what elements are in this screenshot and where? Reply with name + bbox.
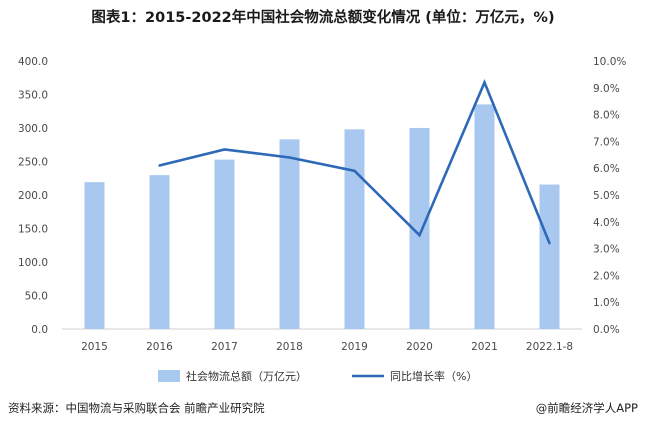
- right-tick-label: 7.0%: [593, 136, 620, 148]
- right-tick-label: 10.0%: [593, 56, 626, 68]
- x-axis: 2015 2016 2017 2018 2019 2020 2021 2022.1-8: [81, 341, 573, 353]
- bar: [409, 127, 430, 329]
- left-axis: 0.0 50.0 100.0 150.0 200.0 250.0 300.0 350.0 400…: [18, 56, 48, 336]
- legend-label-line: 同比增长率（%）: [390, 369, 477, 383]
- left-tick-label: 150.0: [18, 224, 48, 236]
- x-tick-label: 2016: [146, 341, 173, 353]
- bar: [539, 184, 560, 329]
- bar: [474, 104, 495, 329]
- x-tick-label: 2020: [406, 341, 433, 353]
- line-point: [483, 81, 486, 84]
- legend: 社会物流总额（万亿元） 同比增长率（%）: [158, 369, 477, 383]
- right-tick-label: 4.0%: [593, 217, 620, 229]
- left-tick-label: 400.0: [18, 56, 48, 68]
- bar: [214, 159, 235, 329]
- legend-label-bar: 社会物流总额（万亿元）: [186, 369, 307, 383]
- line-point: [158, 164, 161, 167]
- right-tick-label: 0.0%: [593, 324, 620, 336]
- left-tick-label: 250.0: [18, 157, 48, 169]
- x-tick-label: 2015: [81, 341, 108, 353]
- line-series: [158, 79, 551, 245]
- left-tick-label: 100.0: [18, 257, 48, 269]
- x-tick-label: 2018: [276, 341, 303, 353]
- line-point: [353, 169, 356, 173]
- right-tick-label: 2.0%: [593, 270, 620, 282]
- chart-title: 图表1：2015-2022年中国社会物流总额变化情况 (单位：万亿元，%): [91, 10, 555, 26]
- x-tick-label: 2022.1-8: [526, 341, 573, 353]
- left-tick-label: 0.0: [31, 324, 48, 336]
- bar: [344, 129, 365, 329]
- line-point: [223, 148, 226, 151]
- left-tick-label: 200.0: [18, 190, 48, 202]
- left-tick-label: 350.0: [18, 90, 48, 102]
- left-tick-label: 50.0: [25, 291, 48, 303]
- line-point: [418, 234, 421, 237]
- bar-series: [84, 104, 560, 329]
- line-point: [288, 156, 291, 159]
- right-tick-label: 8.0%: [593, 110, 620, 122]
- x-tick-label: 2021: [471, 341, 498, 353]
- right-tick-label: 6.0%: [593, 163, 620, 175]
- credit-label: @前瞻经济学人APP: [535, 401, 638, 415]
- right-axis: 0.0% 1.0% 2.0% 3.0% 4.0% 5.0% 6.0% 7.0% 8.0% 9.0%…: [593, 56, 626, 336]
- bar: [279, 139, 300, 329]
- legend-swatch-bar: [158, 370, 180, 382]
- bar: [84, 182, 105, 329]
- right-tick-label: 9.0%: [593, 83, 620, 95]
- right-tick-label: 5.0%: [593, 190, 620, 202]
- right-tick-label: 1.0%: [593, 297, 620, 309]
- right-tick-label: 3.0%: [593, 244, 620, 256]
- line-point: [548, 242, 551, 245]
- left-tick-label: 300.0: [18, 123, 48, 135]
- x-tick-label: 2017: [211, 341, 238, 353]
- x-tick-label: 2019: [341, 341, 368, 353]
- source-note: 资料来源：中国物流与采购联合会 前瞻产业研究院: [8, 401, 265, 415]
- bar: [149, 175, 170, 329]
